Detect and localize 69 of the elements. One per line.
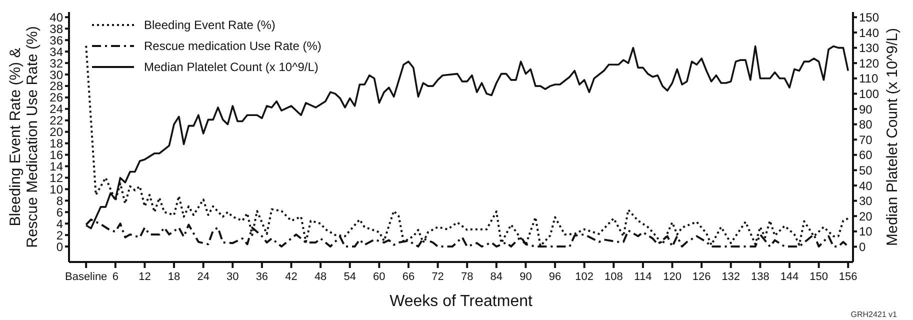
y-tick-label: 8 <box>56 194 64 208</box>
y-tick-label: 6 <box>56 205 64 220</box>
y-tick-label: 18 <box>50 136 64 151</box>
y-tick-label: 34 <box>50 44 64 59</box>
x-tick-label: 12 <box>138 271 151 283</box>
y2-tick-label: 100 <box>859 86 880 101</box>
x-tick-label: 90 <box>520 271 532 283</box>
x-tick-label: 120 <box>663 271 682 283</box>
x-tick-label: 126 <box>692 271 711 283</box>
x-tick-label: 18 <box>168 271 180 283</box>
x-tick-label: 66 <box>402 271 415 283</box>
x-tick-label: 138 <box>751 271 770 283</box>
x-tick-label: 60 <box>373 271 386 283</box>
x-tick-label: 84 <box>490 271 503 283</box>
y-tick-label: 20 <box>50 125 64 140</box>
legend-label: Bleeding Event Rate (%) <box>144 18 276 32</box>
x-tick-label: 42 <box>285 271 298 283</box>
y-tick-label: 30 <box>50 68 64 82</box>
x-axis-title: Weeks of Treatment <box>390 293 533 310</box>
x-tick-label: 36 <box>256 271 268 283</box>
y2-tick-label: 50 <box>859 163 873 178</box>
x-tick-label: 72 <box>432 271 444 283</box>
x-tick-label: 48 <box>314 271 327 283</box>
y-tick-label: 28 <box>50 79 64 94</box>
x-tick-label: 24 <box>197 271 210 283</box>
x-tick-label: Baseline <box>64 271 108 283</box>
legend-label: Median Platelet Count (x 10^9/L) <box>144 60 318 74</box>
y-tick-label: 0 <box>56 240 64 254</box>
y2-tick-label: 80 <box>859 118 873 132</box>
x-tick-label: 144 <box>780 271 799 283</box>
y2-tick-label: 40 <box>859 178 873 193</box>
legend-label: Rescue medication Use Rate (%) <box>144 38 322 52</box>
x-tick-label: 54 <box>344 271 356 283</box>
y-tick-label: 32 <box>50 56 64 70</box>
y-axis-title: Bleeding Event Rate (%) & Rescue Medication Use Rate (%) <box>7 26 41 248</box>
x-tick-label: 30 <box>226 271 239 283</box>
y-tick-label: 10 <box>50 182 64 196</box>
x-tick-label: 114 <box>634 271 652 283</box>
text: GRH2421 v1 <box>850 310 897 319</box>
x-tick-label: 108 <box>604 271 623 283</box>
y-tick-label: 36 <box>50 33 64 48</box>
x-tick-label: 150 <box>810 271 828 283</box>
y2-tick-label: 10 <box>859 224 873 239</box>
x-tick-label: 78 <box>460 271 474 283</box>
y2-tick-label: 110 <box>859 72 878 86</box>
y-tick-label: 16 <box>50 148 64 162</box>
y-tick-label: 24 <box>50 102 64 116</box>
x-tick-label: 132 <box>722 271 740 283</box>
y2-tick-label: 0 <box>859 240 866 254</box>
y2-tick-label: 90 <box>859 102 873 116</box>
y2-tick-label: 20 <box>859 209 873 224</box>
y2-tick-label: 30 <box>859 194 873 208</box>
y-tick-label: 26 <box>50 90 64 105</box>
y2-tick-label: 150 <box>859 10 880 24</box>
x-tick-label: 6 <box>112 271 118 283</box>
y-tick-label: 22 <box>50 114 64 128</box>
y2-axis-title: Median Platelet Count (x 10^9/L) <box>884 28 901 246</box>
y2-tick-label: 130 <box>859 41 880 56</box>
y-tick-label: 2 <box>56 228 64 242</box>
x-tick-label: 156 <box>838 271 858 283</box>
x-tick-label: 102 <box>575 271 594 283</box>
y-tick-label: 38 <box>50 22 64 36</box>
y-tick-label: 40 <box>50 10 64 24</box>
x-tick-label: 96 <box>548 271 562 283</box>
y2-tick-label: 60 <box>859 148 873 162</box>
y2-tick-label: 140 <box>859 26 880 40</box>
y-tick-label: 4 <box>56 216 64 231</box>
y2-tick-label: 70 <box>859 132 873 147</box>
y2-tick-label: 120 <box>859 56 880 70</box>
